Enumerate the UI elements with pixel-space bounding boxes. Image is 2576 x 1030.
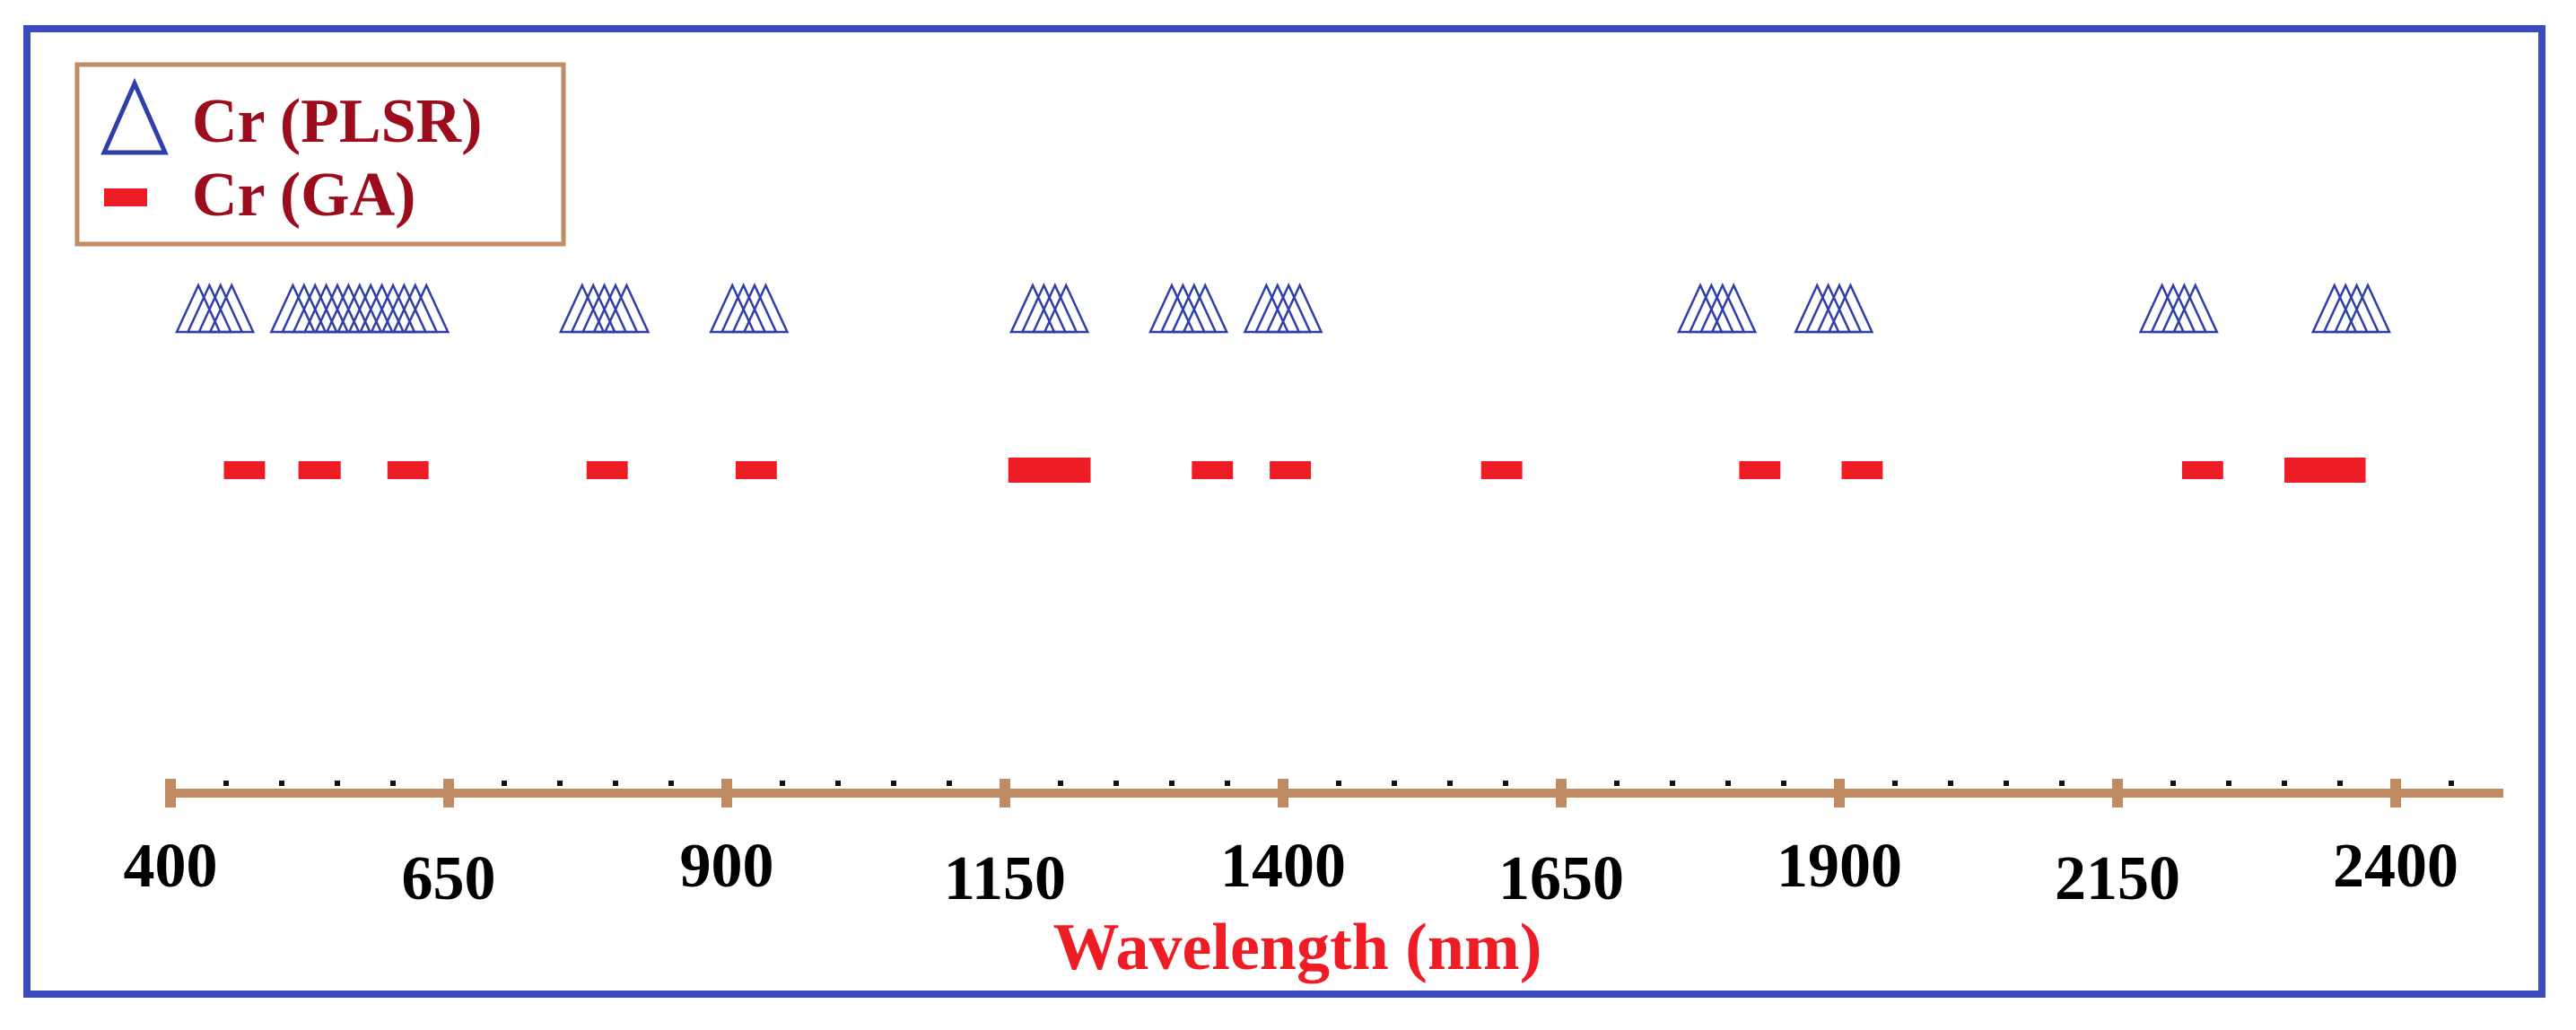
ga-bar-segment xyxy=(735,461,777,479)
x-minor-tick xyxy=(1725,781,1731,786)
x-minor-tick xyxy=(557,781,563,786)
x-tick-label: 1650 xyxy=(1498,844,1624,913)
x-tick-label: 2400 xyxy=(2333,832,2458,901)
x-major-tick xyxy=(443,779,454,807)
x-minor-tick xyxy=(1892,781,1898,786)
x-minor-tick xyxy=(2337,781,2343,786)
plsr-triangle-point xyxy=(208,283,256,334)
x-minor-tick xyxy=(2170,781,2176,786)
ga-bar-segment xyxy=(1480,461,1523,479)
ga-bar-segment xyxy=(1192,461,1234,479)
x-minor-tick xyxy=(2226,781,2231,786)
x-tick-label: 650 xyxy=(402,844,496,913)
x-minor-tick xyxy=(1614,781,1620,786)
plsr-triangle-point xyxy=(742,283,790,334)
x-tick-label: 2150 xyxy=(2055,844,2180,913)
x-minor-tick xyxy=(1503,781,1508,786)
x-axis-label: Wavelength (nm) xyxy=(1053,911,1542,984)
x-minor-tick xyxy=(1169,781,1174,786)
x-minor-tick xyxy=(613,781,618,786)
ga-bar-segment xyxy=(586,461,628,479)
legend-triangle-icon xyxy=(100,77,169,155)
ga-bar-segment xyxy=(2181,461,2223,479)
x-axis xyxy=(165,779,2503,807)
legend-bar-icon xyxy=(104,188,147,206)
x-minor-tick xyxy=(1392,781,1397,786)
plsr-triangle-point xyxy=(1043,283,1090,334)
legend-label-ga: Cr (GA) xyxy=(192,161,415,230)
x-major-tick xyxy=(1834,779,1845,807)
x-minor-tick xyxy=(2059,781,2065,786)
x-major-tick xyxy=(165,779,176,807)
x-tick-labels: 400 650 900 1150 1400 1650 1900 2150 2400 xyxy=(124,832,2459,913)
x-minor-tick xyxy=(668,781,674,786)
x-tick-label: 1150 xyxy=(944,844,1066,913)
x-major-tick xyxy=(2390,779,2401,807)
ga-bar-segment xyxy=(1008,458,1091,483)
x-major-tick xyxy=(2112,779,2123,807)
ga-bar-segment xyxy=(1739,461,1781,479)
x-minor-tick xyxy=(1058,781,1063,786)
ga-bar-segment xyxy=(2284,458,2366,483)
x-tick-label: 400 xyxy=(124,832,218,901)
x-minor-tick xyxy=(1113,781,1119,786)
x-minor-tick xyxy=(2004,781,2009,786)
x-minor-tick xyxy=(502,781,507,786)
x-minor-tick xyxy=(947,781,952,786)
x-minor-tick xyxy=(1948,781,1953,786)
plsr-triangle-point xyxy=(403,283,450,334)
plsr-triangle-point xyxy=(2345,283,2391,334)
ga-bar-segment xyxy=(298,461,341,479)
x-minor-tick xyxy=(279,781,284,786)
x-minor-tick xyxy=(390,781,396,786)
ga-bar-segment xyxy=(223,461,266,479)
x-minor-tick xyxy=(891,781,896,786)
plsr-triangle-point xyxy=(1182,283,1229,334)
x-minor-tick xyxy=(335,781,340,786)
plsr-triangle-point xyxy=(603,283,651,334)
x-minor-tick xyxy=(1225,781,1230,786)
legend-label-plsr: Cr (PLSR) xyxy=(192,87,482,156)
x-major-tick xyxy=(721,779,732,807)
x-minor-tick xyxy=(2282,781,2287,786)
ga-series xyxy=(223,458,2366,483)
x-major-tick xyxy=(1000,779,1010,807)
plsr-triangle-point xyxy=(1276,283,1323,334)
x-minor-tick xyxy=(1447,781,1453,786)
plsr-triangle-point xyxy=(1827,283,1874,334)
x-tick-label: 900 xyxy=(680,832,774,901)
x-major-tick xyxy=(1556,779,1567,807)
plsr-triangle-point xyxy=(2171,283,2219,334)
x-major-tick xyxy=(1278,779,1288,807)
x-minor-tick xyxy=(1670,781,1675,786)
ga-bar-segment xyxy=(1270,461,1311,479)
x-tick-label: 1400 xyxy=(1220,832,1346,901)
ga-bar-segment xyxy=(387,461,429,479)
x-minor-tick xyxy=(223,781,229,786)
ga-bar-segment xyxy=(1841,461,1883,479)
x-minor-tick xyxy=(2449,781,2454,786)
x-minor-tick xyxy=(835,781,841,786)
x-minor-tick xyxy=(1336,781,1341,786)
plsr-series xyxy=(175,283,2391,334)
x-minor-tick xyxy=(780,781,785,786)
x-minor-tick xyxy=(1781,781,1786,786)
plsr-triangle-point xyxy=(1710,283,1758,334)
x-tick-label: 1900 xyxy=(1777,832,1902,901)
